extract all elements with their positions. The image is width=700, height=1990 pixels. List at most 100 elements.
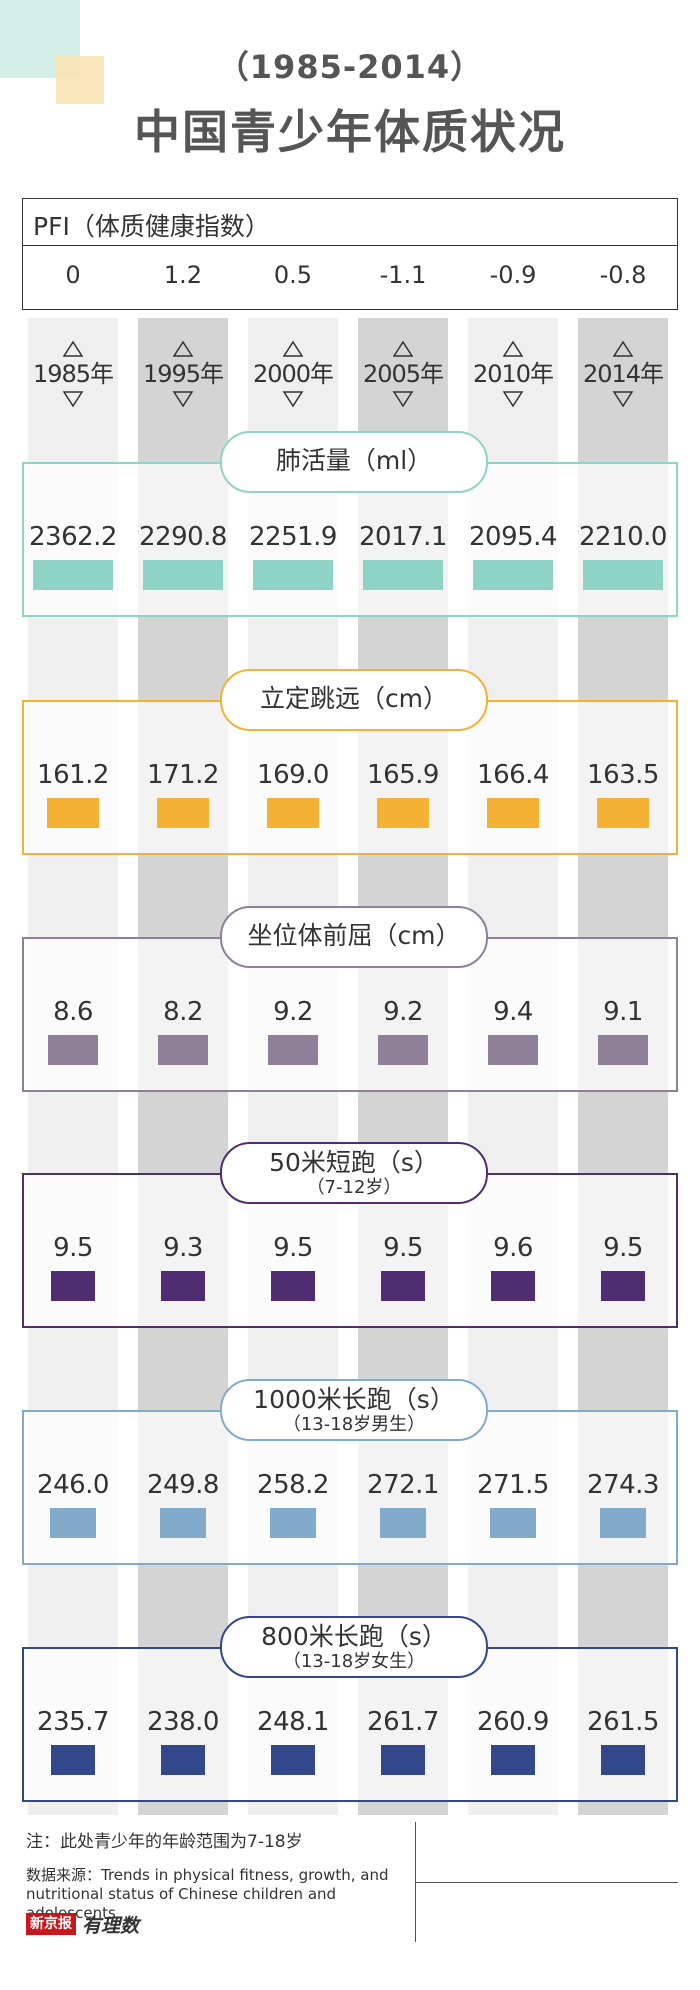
data-label: 272.1 (367, 1470, 439, 1500)
triangle-up-icon (612, 340, 634, 357)
triangle-up-icon (62, 340, 84, 357)
data-label: 9.4 (493, 997, 533, 1027)
data-label: 258.2 (257, 1470, 329, 1500)
data-label: 261.7 (367, 1707, 439, 1737)
year-label: 2005年 (348, 340, 458, 408)
year-text: 2014年 (582, 360, 664, 388)
triangle-up-icon (502, 340, 524, 357)
data-label: 166.4 (477, 760, 549, 790)
pfi-value: -1.1 (379, 261, 427, 289)
metric-title-pill: 1000米长跑（s） （13-18岁男生） (220, 1379, 488, 1441)
metric-title: 800米长跑（s） (261, 1622, 447, 1651)
title-year-range: （1985-2014） (216, 48, 484, 86)
data-bar (270, 1508, 316, 1538)
data-bar (583, 560, 663, 590)
triangle-down-icon (392, 391, 414, 408)
data-bar (253, 560, 333, 590)
footnote: 注：此处青少年的年龄范围为7-18岁 (26, 1832, 303, 1852)
data-label: 9.5 (273, 1233, 313, 1263)
year-text: 1995年 (142, 360, 224, 388)
data-label: 9.2 (383, 997, 423, 1027)
data-bar (491, 1745, 535, 1775)
decor-square-yellow (56, 56, 104, 104)
metric-subtitle: （7-12岁） (306, 1177, 402, 1198)
data-label: 274.3 (587, 1470, 659, 1500)
data-label: 9.5 (53, 1233, 93, 1263)
data-label: 2210.0 (579, 522, 667, 552)
triangle-down-icon (612, 391, 634, 408)
data-label: 2290.8 (139, 522, 227, 552)
data-bar (271, 1745, 315, 1775)
data-bar (490, 1508, 536, 1538)
data-bar (33, 560, 113, 590)
year-label: 2010年 (458, 340, 568, 408)
data-label: 169.0 (257, 760, 329, 790)
data-bar (160, 1508, 206, 1538)
data-label: 235.7 (37, 1707, 109, 1737)
triangle-up-icon (392, 340, 414, 357)
year-label: 1995年 (128, 340, 238, 408)
metric-subtitle: （13-18岁男生） (282, 1414, 426, 1435)
data-label: 271.5 (477, 1470, 549, 1500)
data-bar (381, 1271, 425, 1301)
data-label: 163.5 (587, 760, 659, 790)
pfi-value: 0 (65, 261, 81, 289)
data-bar (50, 1508, 96, 1538)
data-label: 2095.4 (469, 522, 557, 552)
data-bar (267, 798, 319, 828)
triangle-up-icon (282, 340, 304, 357)
data-bar (487, 798, 539, 828)
year-text: 2010年 (472, 360, 554, 388)
data-bar (51, 1271, 95, 1301)
data-bar (378, 1035, 428, 1065)
data-bar (598, 1035, 648, 1065)
data-label: 165.9 (367, 760, 439, 790)
year-text: 2005年 (362, 360, 444, 388)
data-bar (48, 1035, 98, 1065)
data-bar (491, 1271, 535, 1301)
pfi-divider (23, 245, 677, 246)
metric-title: 立定跳远（cm） (259, 684, 449, 713)
data-bar (363, 560, 443, 590)
data-bar (488, 1035, 538, 1065)
data-label: 249.8 (147, 1470, 219, 1500)
metric-title-pill: 50米短跑（s） （7-12岁） (220, 1142, 488, 1204)
data-label: 9.3 (163, 1233, 203, 1263)
triangle-down-icon (62, 391, 84, 408)
data-bar (381, 1745, 425, 1775)
pfi-value: -0.8 (599, 261, 647, 289)
data-bar (601, 1745, 645, 1775)
data-bar (161, 1745, 205, 1775)
triangle-down-icon (172, 391, 194, 408)
data-label: 260.9 (477, 1707, 549, 1737)
pfi-value: 1.2 (163, 261, 203, 289)
data-label: 2251.9 (249, 522, 337, 552)
triangle-down-icon (502, 391, 524, 408)
data-label: 2017.1 (359, 522, 447, 552)
year-label: 2000年 (238, 340, 348, 408)
metric-title-pill: 800米长跑（s） （13-18岁女生） (220, 1616, 488, 1678)
pfi-value: 0.5 (273, 261, 313, 289)
year-text: 2000年 (252, 360, 334, 388)
data-bar (47, 798, 99, 828)
data-label: 8.2 (163, 997, 203, 1027)
data-label: 8.6 (53, 997, 93, 1027)
metric-title: 肺活量（ml） (275, 446, 433, 475)
metric-title: 1000米长跑（s） (253, 1385, 455, 1414)
data-bar (158, 1035, 208, 1065)
data-label: 161.2 (37, 760, 109, 790)
page-title: 中国青少年体质状况 (134, 105, 566, 159)
pfi-value: -0.9 (489, 261, 537, 289)
data-bar (377, 798, 429, 828)
data-bar (268, 1035, 318, 1065)
data-label: 9.5 (383, 1233, 423, 1263)
data-label: 238.0 (147, 1707, 219, 1737)
year-text: 1985年 (32, 360, 114, 388)
data-bar (597, 798, 649, 828)
metric-title: 坐位体前屈（cm） (247, 921, 461, 950)
data-label: 9.5 (603, 1233, 643, 1263)
data-label: 246.0 (37, 1470, 109, 1500)
data-label: 9.2 (273, 997, 313, 1027)
pfi-box: PFI（体质健康指数） 0 1.2 0.5 -1.1 -0.9 -0.8 (22, 198, 678, 310)
data-bar (157, 798, 209, 828)
